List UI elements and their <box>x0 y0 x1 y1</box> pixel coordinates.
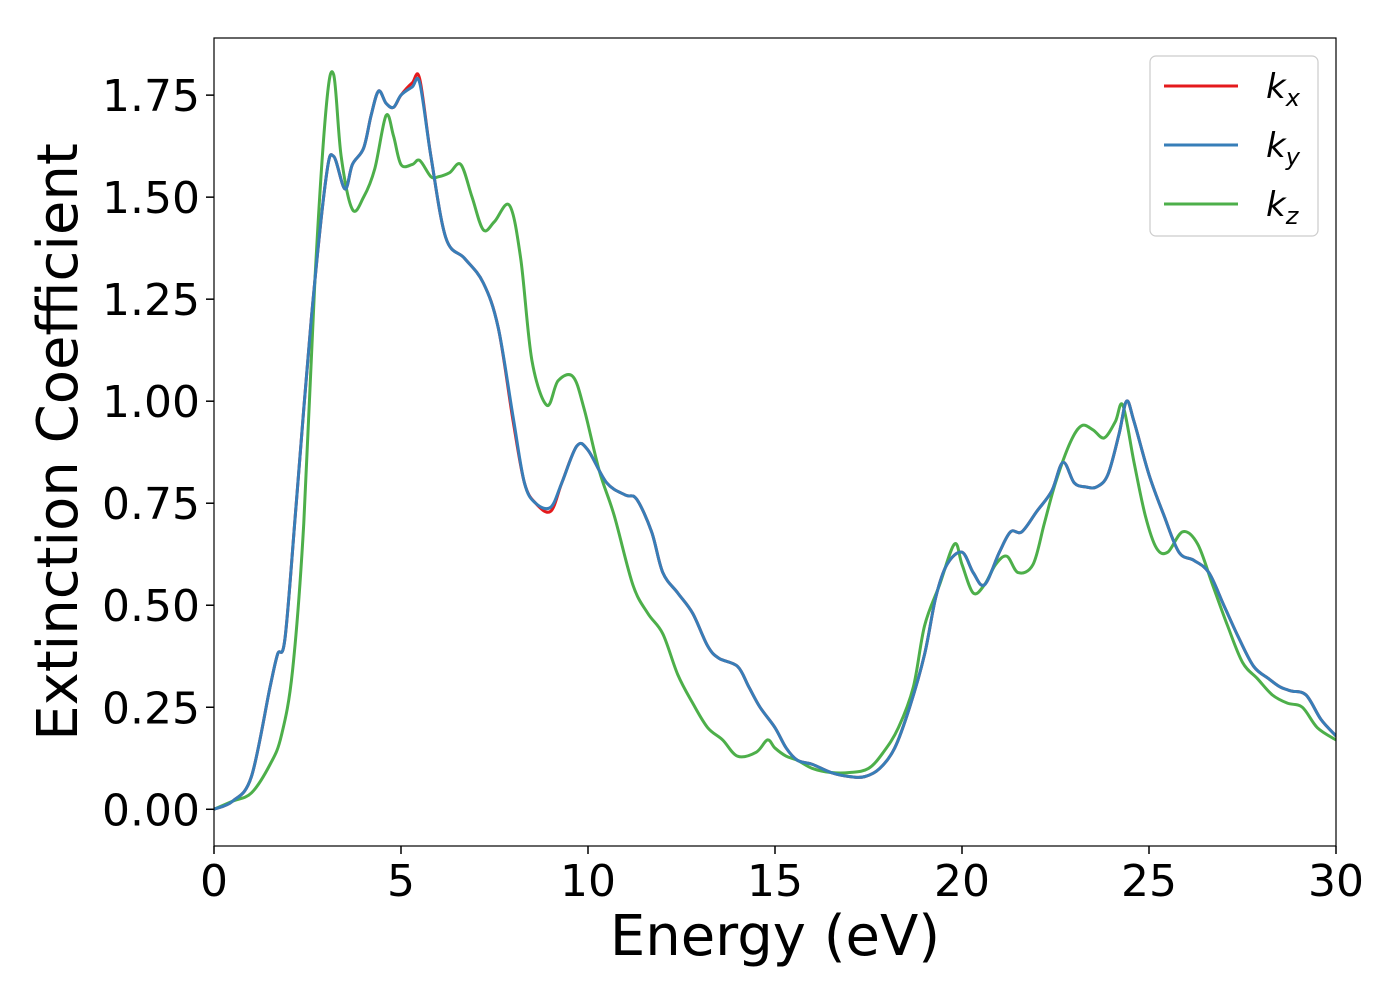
series-line-ky <box>214 76 1336 811</box>
x-tick-label: 5 <box>387 856 415 907</box>
x-tick-label: 0 <box>200 856 228 907</box>
y-tick-label: 1.00 <box>102 377 200 428</box>
y-axis-ticks: 0.00 0.25 0.50 0.75 1.00 1.25 1.50 1.75 <box>102 71 214 836</box>
y-tick-label: 0.00 <box>102 785 200 836</box>
legend-label-kx: kx <box>1266 67 1301 112</box>
x-tick-label: 25 <box>1121 856 1177 907</box>
x-tick-label: 20 <box>934 856 990 907</box>
legend-entries: kx ky kz <box>1164 67 1301 230</box>
legend-label-ky: ky <box>1266 126 1301 171</box>
x-axis-label: Energy (eV) <box>610 904 940 969</box>
y-tick-label: 1.75 <box>102 71 200 122</box>
series-layer <box>214 70 1336 811</box>
series-line-kz <box>214 70 1336 811</box>
y-tick-label: 0.50 <box>102 581 200 632</box>
x-tick-label: 10 <box>560 856 616 907</box>
y-tick-label: 0.75 <box>102 479 200 530</box>
x-axis-ticks: 0 5 10 15 20 25 30 <box>200 846 1364 907</box>
y-axis-label: Extinction Coefficient <box>26 143 91 741</box>
y-tick-label: 1.50 <box>102 173 200 224</box>
x-tick-label: 30 <box>1308 856 1364 907</box>
legend-label-kz: kz <box>1266 185 1300 230</box>
x-tick-label: 15 <box>747 856 803 907</box>
y-tick-label: 1.25 <box>102 275 200 326</box>
legend: kx ky kz <box>1149 55 1319 237</box>
y-tick-label: 0.25 <box>102 683 200 734</box>
